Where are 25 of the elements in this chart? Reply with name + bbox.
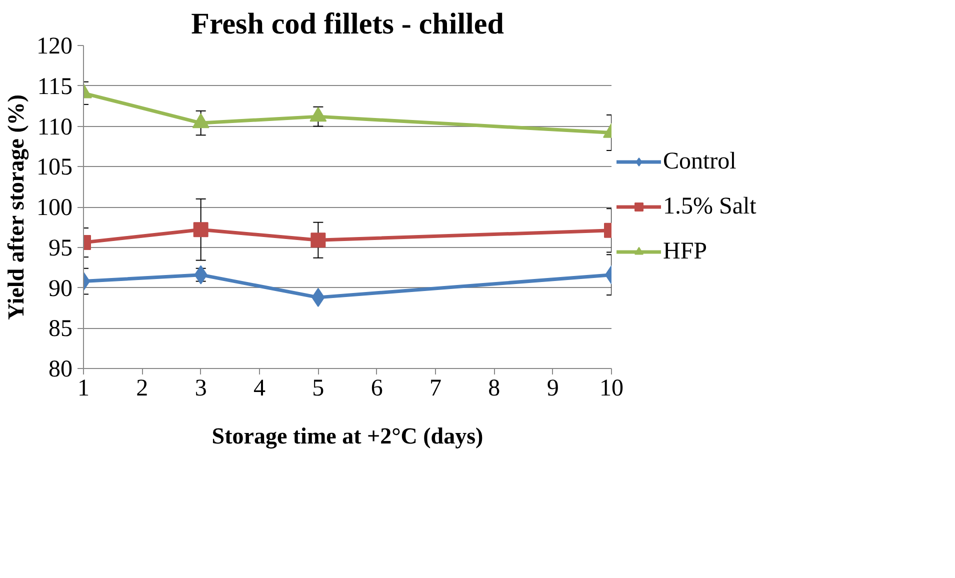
x-tick-label: 2 [136, 376, 148, 402]
legend-label: Control [663, 148, 736, 175]
y-tick-label: 105 [36, 154, 72, 181]
x-tick-label: 9 [546, 376, 559, 402]
y-tick-label: 120 [36, 34, 72, 60]
x-tick-label: 7 [430, 376, 442, 402]
x-tick-label: 6 [370, 376, 383, 402]
chart-title: Fresh cod fillets - chilled [191, 8, 504, 40]
x-axis-title: Storage time at +2°C (days) [212, 424, 484, 450]
x-tick-label: 5 [312, 376, 324, 402]
x-tick-label: 10 [600, 376, 624, 402]
y-tick-label: 85 [48, 316, 72, 342]
y-tick-label: 80 [48, 356, 72, 382]
x-tick-label: 1 [78, 376, 90, 402]
legend-label: 1.5% Salt [663, 193, 756, 220]
y-tick-label: 110 [37, 114, 72, 140]
y-tick-label: 95 [48, 235, 72, 262]
legend-label: HFP [663, 238, 708, 265]
x-tick-label: 8 [488, 376, 500, 402]
y-tick-label: 100 [36, 195, 72, 221]
x-tick-label: 3 [194, 376, 207, 402]
y-axis-title: Yield after storage (%) [4, 94, 30, 320]
x-tick-label: 4 [254, 376, 266, 402]
y-tick-label: 90 [48, 276, 72, 302]
y-tick-label: 115 [37, 74, 72, 100]
